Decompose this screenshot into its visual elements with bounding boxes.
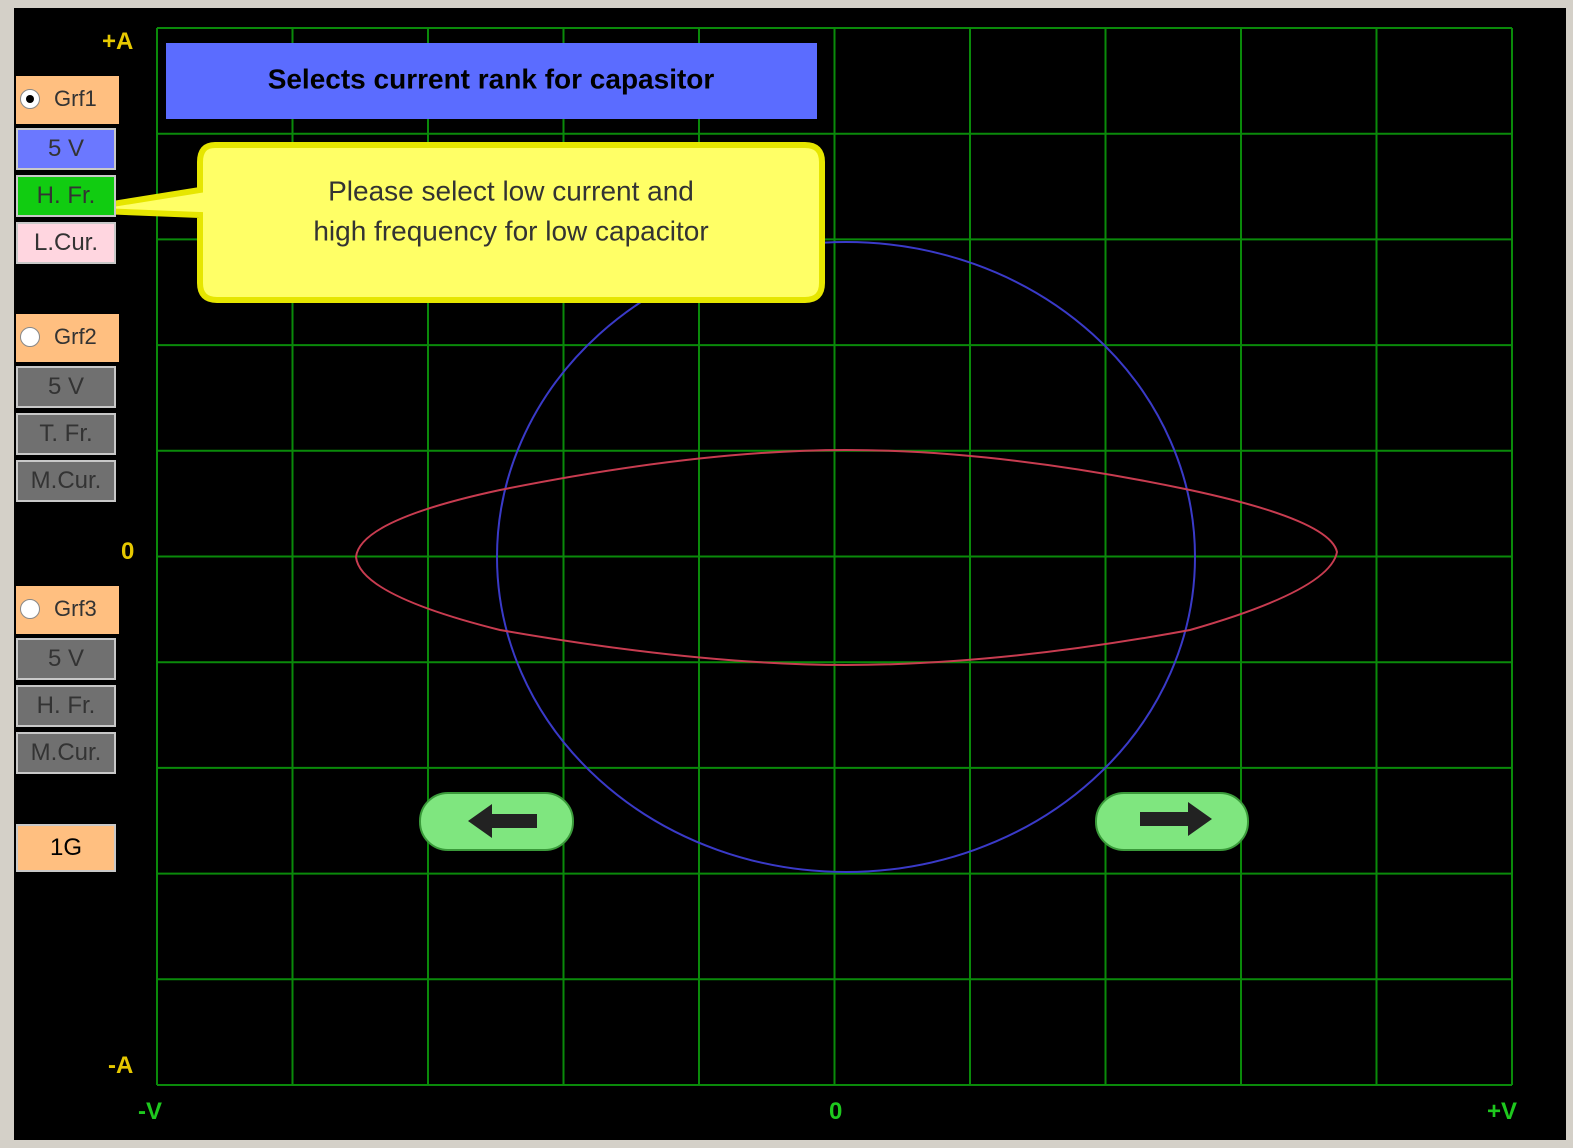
group-radio[interactable]: Grf1 bbox=[16, 76, 119, 124]
group-radio[interactable]: Grf2 bbox=[16, 314, 119, 362]
right-button[interactable] bbox=[1095, 792, 1249, 851]
option-button[interactable]: H. Fr. bbox=[16, 175, 116, 217]
group-label: Grf1 bbox=[54, 86, 97, 111]
banner: Selects current rank for capasitor bbox=[268, 63, 715, 94]
option-button[interactable]: 5 V bbox=[16, 638, 116, 680]
axis-label: 0 bbox=[829, 1098, 843, 1125]
option-button[interactable]: T. Fr. bbox=[16, 413, 116, 455]
left-button[interactable] bbox=[419, 792, 574, 851]
axis-label: 0 bbox=[121, 538, 135, 565]
banner-bg bbox=[166, 43, 817, 119]
tooltip-bg bbox=[74, 142, 825, 303]
red-curve bbox=[354, 448, 1339, 667]
option-button[interactable]: L.Cur. bbox=[16, 222, 116, 264]
global-button[interactable]: 1G bbox=[16, 824, 116, 872]
axis-label: +A bbox=[102, 28, 134, 55]
axis-label: -V bbox=[138, 1098, 162, 1125]
blue-curve bbox=[496, 241, 1196, 873]
option-button[interactable]: 5 V bbox=[16, 366, 116, 408]
radio[interactable] bbox=[20, 599, 40, 619]
axis-label: +V bbox=[1487, 1098, 1518, 1125]
radio[interactable] bbox=[20, 89, 40, 109]
option-button[interactable]: H. Fr. bbox=[16, 685, 116, 727]
radio[interactable] bbox=[20, 327, 40, 347]
axis-label: -A bbox=[108, 1052, 134, 1079]
option-button[interactable]: M.Cur. bbox=[16, 460, 116, 502]
radio-dot bbox=[26, 95, 34, 103]
group-radio[interactable]: Grf3 bbox=[16, 586, 119, 634]
group-label: Grf2 bbox=[54, 324, 97, 349]
option-button[interactable]: M.Cur. bbox=[16, 732, 116, 774]
tooltip-line: high frequency for low capacitor bbox=[313, 215, 708, 246]
tooltip-line: Please select low current and bbox=[328, 175, 694, 206]
option-button[interactable]: 5 V bbox=[16, 128, 116, 170]
group-label: Grf3 bbox=[54, 596, 97, 621]
